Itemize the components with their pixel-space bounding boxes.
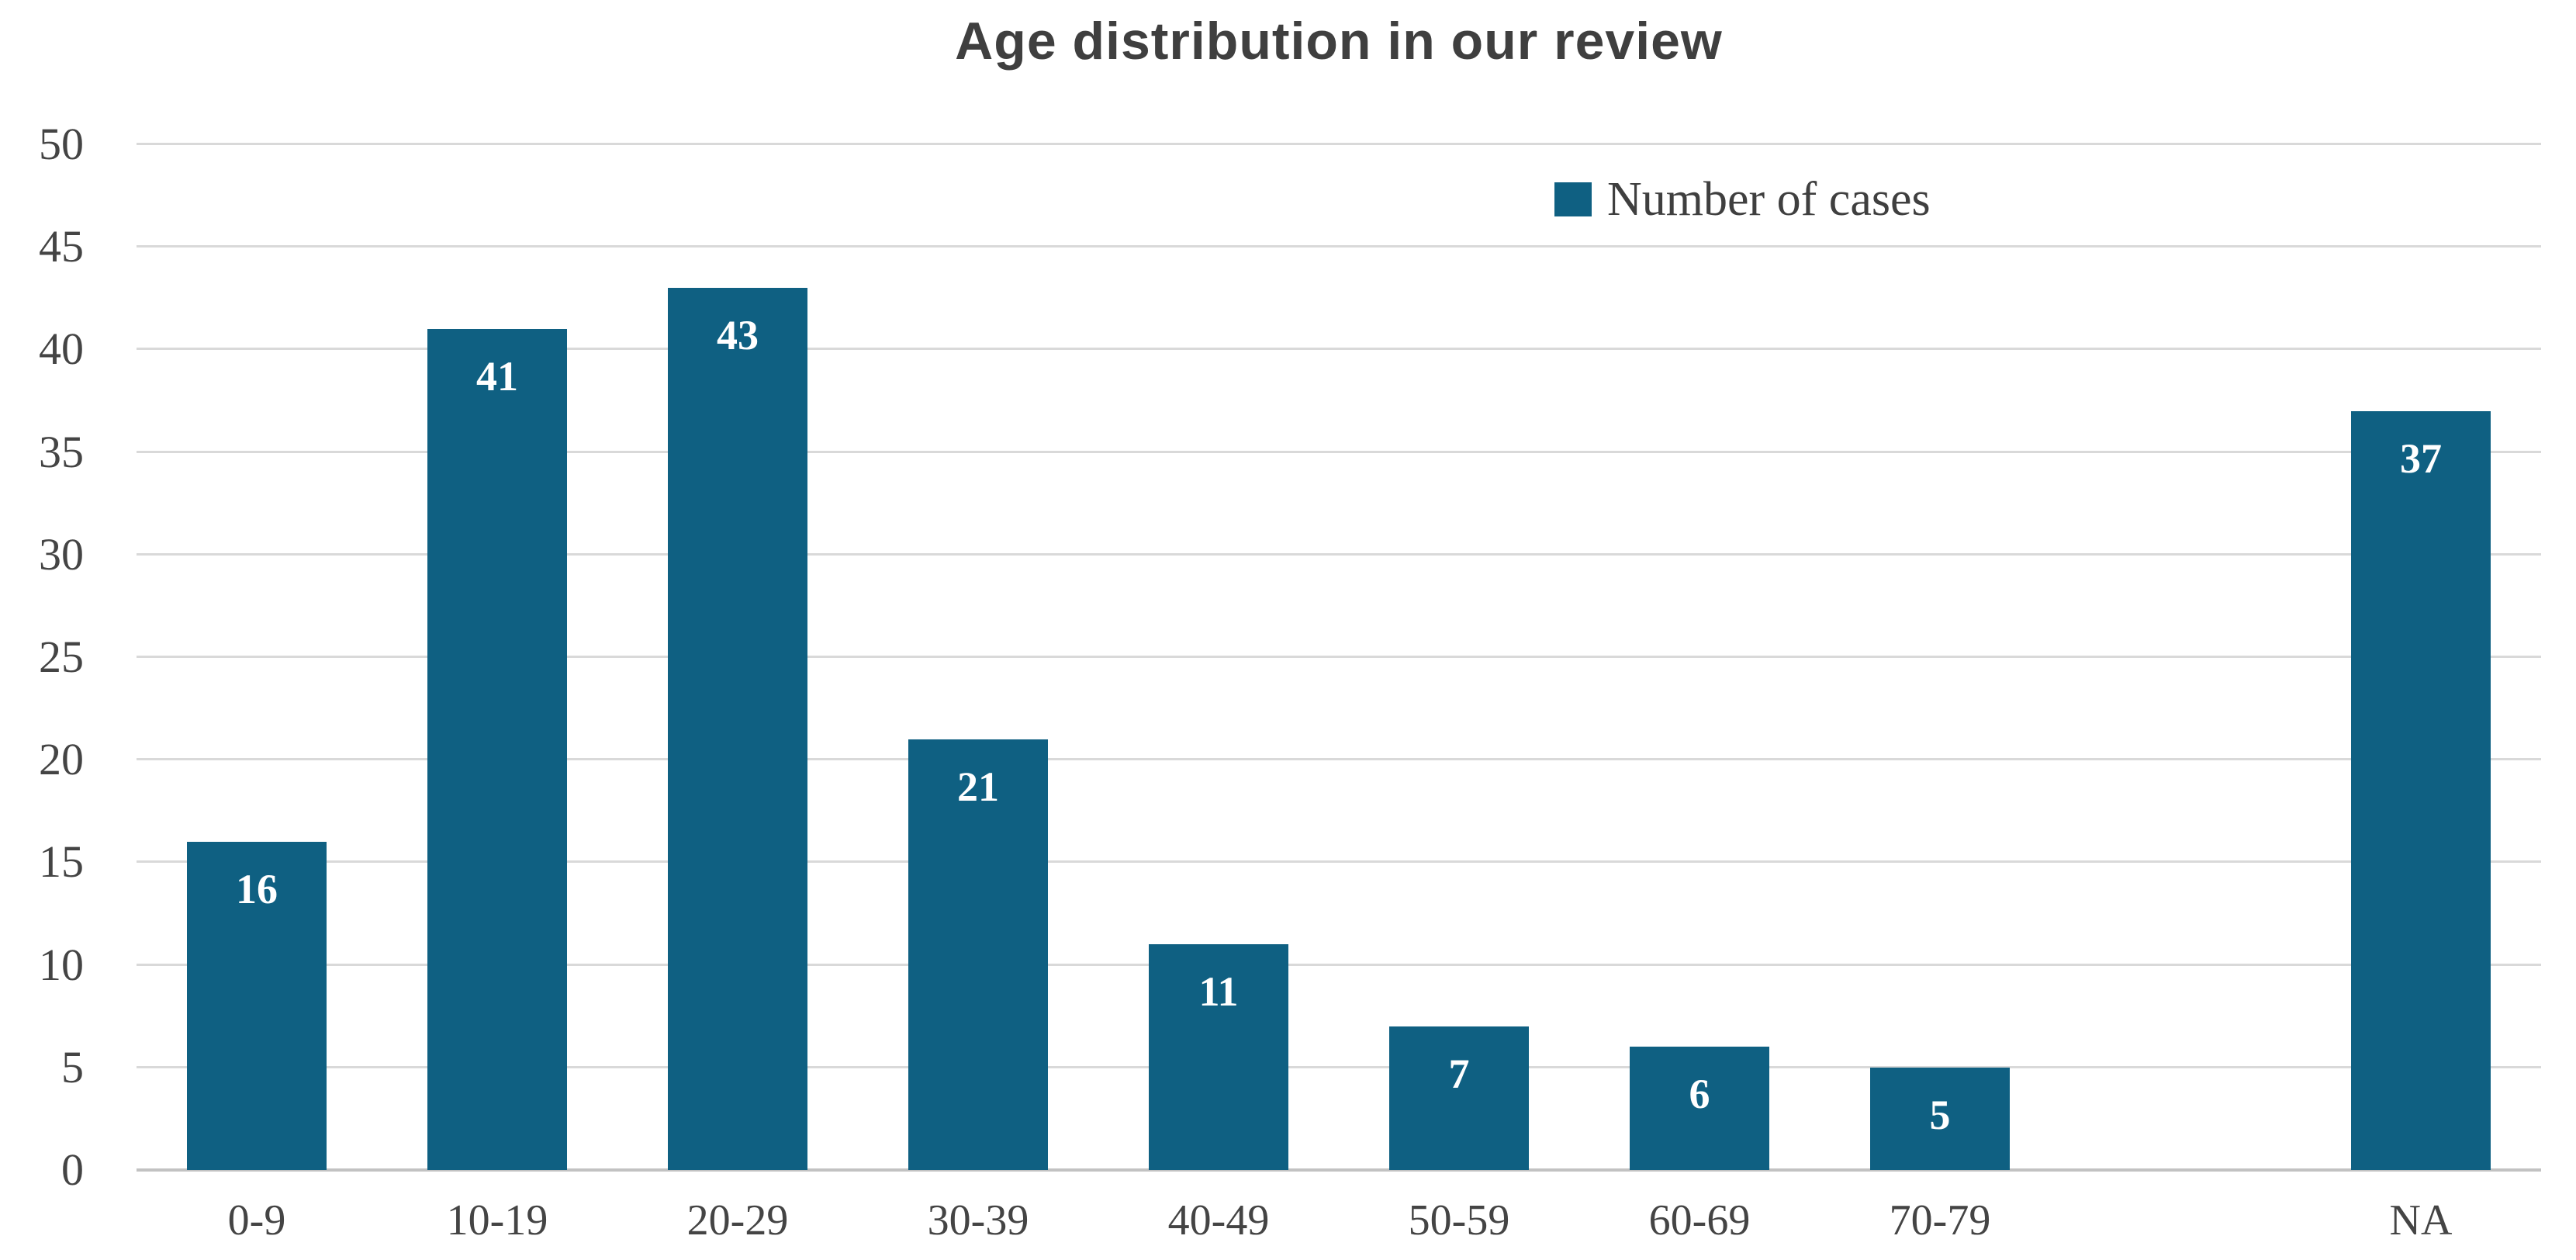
y-tick-label: 50 (39, 119, 84, 169)
bar-value-label: 41 (476, 352, 518, 400)
y-tick-label: 25 (39, 632, 84, 682)
x-tick-label: NA (2389, 1196, 2453, 1244)
gridline (137, 963, 2541, 966)
y-tick-label: 30 (39, 528, 84, 580)
bar: 6 (1630, 1047, 1769, 1170)
chart-title: Age distribution in our review (955, 12, 1723, 71)
y-tick-label: 35 (39, 426, 84, 477)
x-tick-label: 0-9 (227, 1196, 286, 1244)
bar: 5 (1870, 1067, 2010, 1170)
bar-value-label: 37 (2400, 434, 2442, 482)
gridline (137, 450, 2541, 453)
bar-value-label: 11 (1198, 968, 1239, 1016)
x-tick-label: 30-39 (927, 1196, 1029, 1244)
gridline (137, 758, 2541, 761)
gridline (137, 348, 2541, 351)
bar: 21 (908, 739, 1048, 1170)
y-tick-label: 40 (39, 324, 84, 375)
x-tick-label: 20-29 (686, 1196, 789, 1244)
bar: 43 (668, 288, 807, 1170)
bar-value-label: 21 (957, 763, 999, 810)
bar: 16 (187, 841, 327, 1170)
bar: 11 (1149, 944, 1288, 1170)
y-tick-label: 0 (61, 1144, 84, 1195)
bar-value-label: 16 (236, 865, 278, 912)
legend-label: Number of cases (1607, 172, 1931, 226)
y-tick-label: 5 (61, 1041, 84, 1092)
plot-area: 16 41 43 21 11 7 6 5 37 (137, 143, 2541, 1172)
gridline (137, 1168, 2541, 1172)
bar-value-label: 7 (1448, 1050, 1470, 1097)
x-tick-label: 60-69 (1648, 1196, 1751, 1244)
bar: 41 (427, 328, 567, 1170)
y-tick-label: 10 (39, 939, 84, 990)
bar: 37 (2351, 410, 2491, 1170)
x-tick-label: 70-79 (1889, 1196, 1991, 1244)
gridline (137, 245, 2541, 248)
gridline (137, 552, 2541, 556)
bar-value-label: 5 (1929, 1091, 1951, 1138)
legend: Number of cases (1554, 172, 1931, 227)
gridline (137, 656, 2541, 658)
gridline (137, 1065, 2541, 1068)
gridline (137, 143, 2541, 145)
x-tick-label: 10-19 (446, 1196, 548, 1244)
y-tick-label: 20 (39, 734, 84, 785)
y-tick-label: 45 (39, 221, 84, 272)
y-tick-label: 15 (39, 836, 84, 888)
x-tick-label: 50-59 (1408, 1196, 1510, 1244)
legend-swatch-icon (1554, 182, 1592, 216)
bar: 7 (1389, 1026, 1529, 1170)
gridline (137, 860, 2541, 864)
x-tick-label: 40-49 (1167, 1196, 1270, 1244)
bar-value-label: 6 (1689, 1071, 1710, 1118)
bar-value-label: 43 (717, 312, 759, 359)
